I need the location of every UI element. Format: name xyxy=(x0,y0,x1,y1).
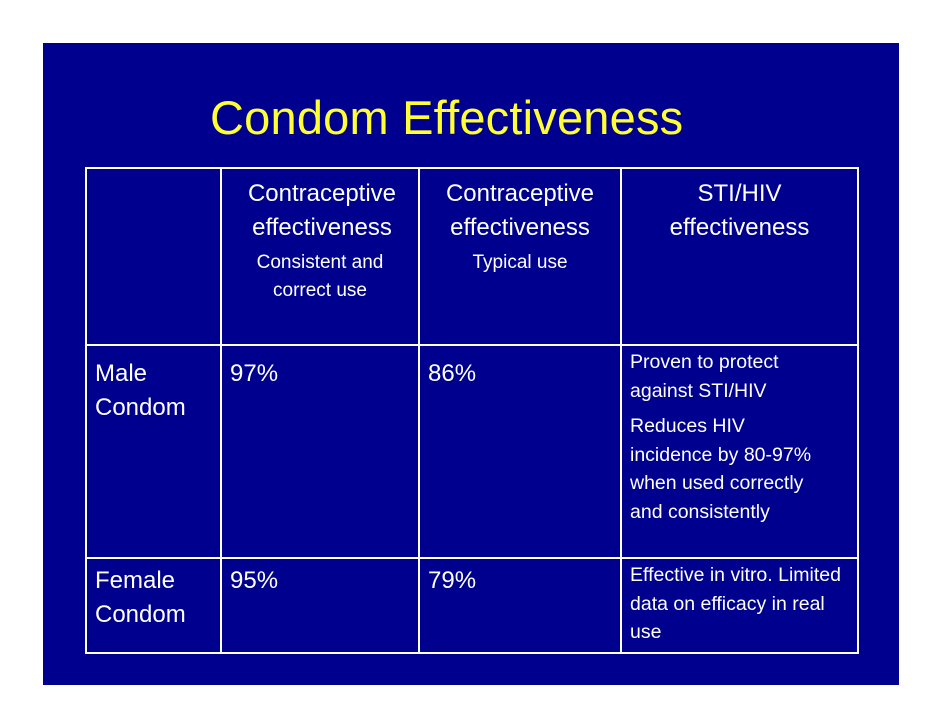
consistent-use-value: 95% xyxy=(230,567,279,594)
header-main-label: Contraceptive effectiveness xyxy=(445,180,595,241)
typical-value-cell: 79% xyxy=(418,557,622,654)
header-sub-label: Consistent and correct use xyxy=(256,252,384,301)
sti-hiv-cell: Effective in vitro. Limited data on effi… xyxy=(620,557,859,654)
row-label-cell: Female Condom xyxy=(85,557,222,654)
row-label: Male Condom xyxy=(95,360,186,421)
sti-hiv-line: Effective in vitro. Limited data on effi… xyxy=(630,564,841,643)
consistent-value-cell: 97% xyxy=(220,344,420,559)
consistent-value-cell: 95% xyxy=(220,557,420,654)
sti-hiv-line: Reduces HIV incidence by 80-97% when use… xyxy=(630,415,812,523)
sti-hiv-text: Proven to protect against STI/HIV Reduce… xyxy=(623,347,856,526)
table-row: Male Condom 97% 86% Proven to protect ag… xyxy=(85,344,859,559)
header-corner-cell xyxy=(85,167,222,346)
header-main-label: Contraceptive effectiveness xyxy=(247,180,397,241)
sti-hiv-text: Effective in vitro. Limited data on effi… xyxy=(623,560,856,647)
row-label: Female Condom xyxy=(95,567,186,628)
table-row: Female Condom 95% 79% Effective in vitro… xyxy=(85,557,859,654)
line-gap xyxy=(630,405,825,412)
consistent-use-value: 97% xyxy=(230,360,279,387)
sti-hiv-cell: Proven to protect against STI/HIV Reduce… xyxy=(620,344,859,559)
slide-title: Condom Effectiveness xyxy=(210,91,684,144)
typical-use-value: 86% xyxy=(428,360,477,387)
typical-value-cell: 86% xyxy=(418,344,622,559)
header-cell: STI/HIV effectiveness xyxy=(620,167,859,346)
header-cell: Contraceptive effectiveness Consistent a… xyxy=(220,167,420,346)
header-cell: Contraceptive effectiveness Typical use xyxy=(418,167,622,346)
header-main-label: STI/HIV effectiveness xyxy=(669,180,810,241)
header-sub-label: Typical use xyxy=(472,252,568,273)
sti-hiv-line: Proven to protect against STI/HIV xyxy=(630,351,779,402)
header-row: Contraceptive effectiveness Consistent a… xyxy=(85,167,859,346)
row-label-cell: Male Condom xyxy=(85,344,222,559)
effectiveness-table: Contraceptive effectiveness Consistent a… xyxy=(85,167,859,654)
typical-use-value: 79% xyxy=(428,567,477,594)
